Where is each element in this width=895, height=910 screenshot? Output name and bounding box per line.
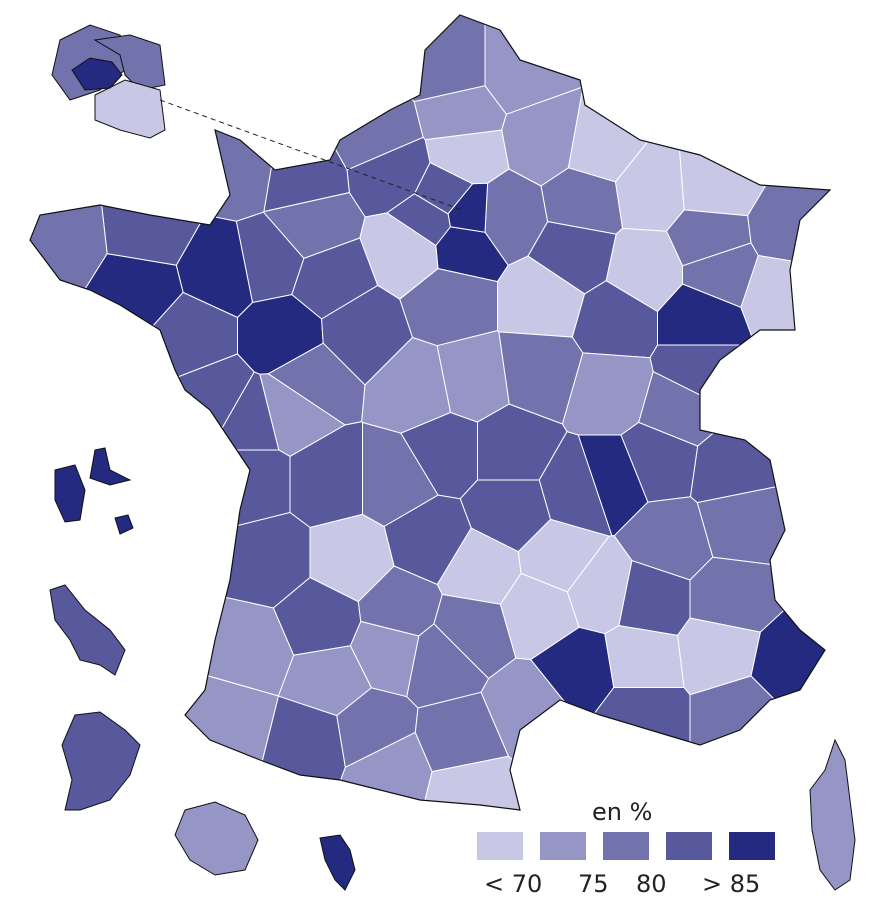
department [79, 511, 311, 609]
legend-label: < 70 [484, 870, 543, 898]
inset-val-de-marne [94, 79, 166, 139]
department [689, 392, 830, 504]
corsica [809, 738, 856, 891]
reunion [174, 801, 259, 876]
legend-swatch-4 [666, 832, 712, 860]
guadeloupe-east [89, 447, 132, 486]
department [271, 15, 424, 171]
department [396, 755, 626, 810]
department [263, 64, 350, 213]
legend-swatch-5 [729, 832, 775, 860]
guyane [61, 711, 141, 811]
guadeloupe-islet [114, 514, 134, 535]
overseas-and-insets [49, 24, 856, 891]
legend-swatch-2 [540, 832, 586, 860]
legend-swatch-3 [603, 832, 649, 860]
department [689, 556, 828, 633]
martinique [49, 584, 126, 676]
department [747, 15, 830, 279]
inset-paris [71, 57, 123, 91]
guadeloupe-west [54, 464, 86, 523]
department [30, 353, 255, 543]
france-outline [29, 14, 832, 811]
department [30, 253, 184, 467]
legend-title: en % [592, 798, 653, 826]
department [614, 104, 685, 232]
legend-label: > 85 [702, 870, 761, 898]
legend-swatch-1 [477, 832, 523, 860]
mayotte [319, 834, 356, 891]
department [675, 15, 830, 217]
legend-label: 80 [636, 870, 667, 898]
department [604, 625, 685, 688]
department [740, 254, 830, 420]
legend-label: 75 [578, 870, 609, 898]
